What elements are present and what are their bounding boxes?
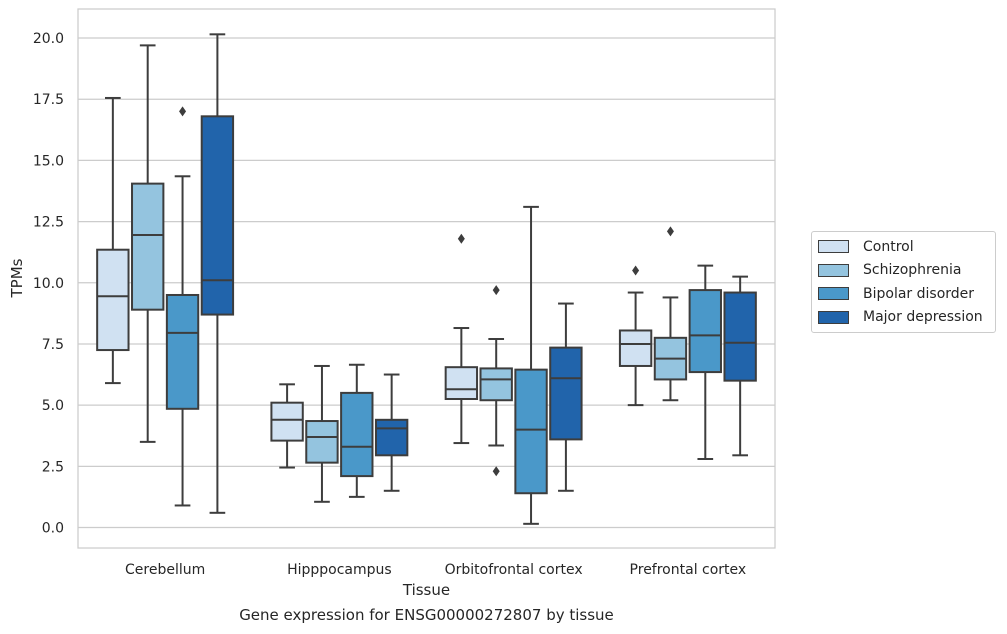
y-tick-labels: 0.0 2.5 5.0 7.5 10.0 12.5 15.0 17.5 20.0 <box>33 31 64 537</box>
y-tick-label: 15.0 <box>33 153 64 169</box>
box-iqr <box>374 418 409 457</box>
x-tick-label: Prefrontal cortex <box>630 562 747 578</box>
box-iqr <box>723 291 757 382</box>
box-plot <box>270 383 304 469</box>
x-tick-labels: Cerebellum Hipppocampus Orbitofrontal cort… <box>125 562 746 578</box>
box-iqr <box>270 401 304 442</box>
box-plot <box>479 285 513 477</box>
box-plot <box>549 302 583 492</box>
box-plot <box>374 373 409 492</box>
y-tick-label: 12.5 <box>33 215 64 231</box>
y-axis-label: TPMs <box>8 258 26 298</box>
box-iqr <box>340 391 374 478</box>
box-groups <box>96 33 757 525</box>
y-tick-label: 10.0 <box>33 276 64 292</box>
box-plot <box>514 205 548 525</box>
box-iqr <box>479 367 513 402</box>
x-tick-label: Hipppocampus <box>287 562 392 578</box>
outlier-point <box>666 226 674 237</box>
outlier-point <box>457 233 465 244</box>
legend-label-control: Control <box>863 238 914 255</box>
box-plot <box>653 226 688 402</box>
outlier-point <box>492 466 500 477</box>
legend-item-bipolar-disorder: Bipolar disorder <box>818 282 995 306</box>
legend-swatch-bipolar-disorder <box>818 287 849 301</box>
box-plot <box>200 33 235 514</box>
outlier-point <box>632 265 640 276</box>
box-iqr <box>444 366 479 401</box>
box-iqr <box>688 289 722 374</box>
box-plot <box>305 364 339 503</box>
box-iqr <box>305 420 339 464</box>
box-plot <box>131 44 165 443</box>
y-tick-label: 5.0 <box>42 398 64 414</box>
box-iqr <box>131 182 165 311</box>
chart-caption: Gene expression for ENSG00000272807 by t… <box>239 606 614 624</box>
legend-swatch-schizophrenia <box>818 263 849 277</box>
box-plot <box>96 96 130 385</box>
y-tick-label: 0.0 <box>42 521 64 537</box>
legend-item-schizophrenia: Schizophrenia <box>818 259 995 283</box>
grid <box>78 37 775 529</box>
legend-swatch-major-depression <box>818 310 849 324</box>
box-plot <box>165 106 200 507</box>
y-tick-label: 2.5 <box>42 459 64 475</box>
y-tick-label: 17.5 <box>33 92 64 108</box>
box-iqr <box>618 329 653 367</box>
x-axis-label: Tissue <box>402 581 450 599</box>
x-tick-label: Cerebellum <box>125 562 205 578</box>
legend-item-major-depression: Major depression <box>818 306 995 330</box>
box-plot <box>618 265 653 407</box>
box-iqr <box>514 368 548 495</box>
box-plot <box>688 264 722 460</box>
box-plot <box>723 275 757 457</box>
legend-item-control: Control <box>818 235 995 259</box>
y-tick-label: 20.0 <box>33 31 64 47</box>
outlier-point <box>492 285 500 296</box>
box-iqr <box>200 115 235 316</box>
legend-label-bipolar-disorder: Bipolar disorder <box>863 285 975 302</box>
legend-label-major-depression: Major depression <box>863 309 983 326</box>
box-iqr <box>165 293 200 410</box>
legend-label-schizophrenia: Schizophrenia <box>863 262 962 279</box>
box-iqr <box>549 346 583 441</box>
box-plot <box>340 363 374 498</box>
x-tick-label: Orbitofrontal cortex <box>445 562 583 578</box>
legend-swatch-control <box>818 240 849 254</box>
box-plot <box>444 233 479 445</box>
y-tick-label: 7.5 <box>42 337 64 353</box>
legend: Control Schizophrenia Bipolar disorder M… <box>811 231 996 333</box>
outlier-point <box>179 106 187 117</box>
box-iqr <box>96 248 130 352</box>
